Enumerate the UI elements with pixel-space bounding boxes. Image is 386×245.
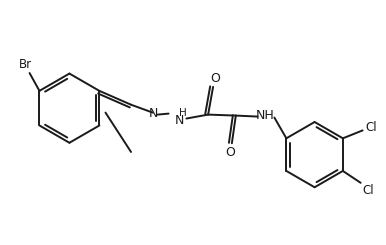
Text: O: O: [225, 146, 235, 159]
Text: O: O: [210, 72, 220, 85]
Text: Cl: Cl: [363, 184, 374, 197]
Text: N: N: [149, 107, 158, 120]
Text: H: H: [179, 108, 186, 118]
Text: Cl: Cl: [366, 121, 378, 134]
Text: Br: Br: [19, 58, 32, 71]
Text: NH: NH: [256, 109, 275, 122]
Text: N: N: [175, 114, 184, 127]
